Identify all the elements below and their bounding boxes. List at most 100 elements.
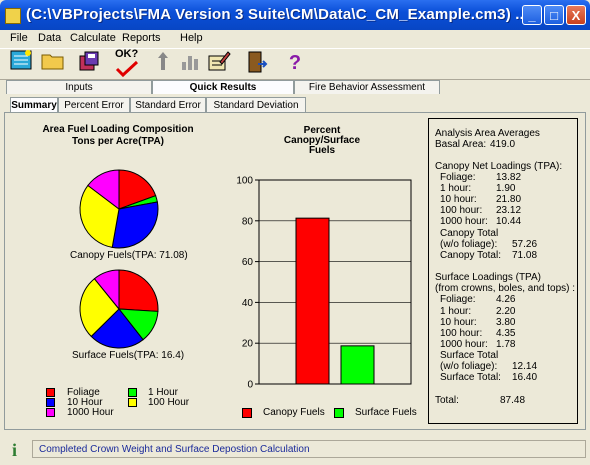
- canopy-1000hour-value: 10.44: [496, 216, 522, 227]
- bar-title-line2: Canopy/Surface: [283, 135, 361, 146]
- canopy-10hour-label: 10 hour:: [440, 194, 477, 205]
- canopy-total2-value: 71.08: [512, 250, 538, 261]
- canopy-1000hour-label: 1000 hour:: [440, 216, 488, 227]
- canopy-wo-foliage-label: (w/o foliage):: [440, 239, 498, 250]
- menu-bar: File Data Calculate Reports Help: [0, 30, 590, 48]
- ok-check-icon[interactable]: OK?: [114, 48, 140, 78]
- pie-title-line2: Tons per Acre(TPA): [71, 136, 165, 147]
- surface-100hour-value: 4.35: [496, 328, 516, 339]
- y-tick-label-60: 60: [242, 257, 254, 268]
- info-icon: i: [12, 440, 18, 460]
- legend-label-100-hour: 100 Hour: [148, 397, 190, 408]
- legend-label-10-hour: 10 Hour: [67, 397, 103, 408]
- help-question-icon[interactable]: ?: [288, 52, 302, 74]
- subtab-percent-error[interactable]: Percent Error: [58, 97, 130, 112]
- subtab-standard-error[interactable]: Standard Error: [130, 97, 206, 112]
- menu-calculate[interactable]: Calculate: [70, 32, 116, 44]
- surface-1000hour-value: 1.78: [496, 339, 516, 350]
- surface-wo-foliage-value: 12.14: [512, 361, 538, 372]
- surface-foliage-label: Foliage:: [440, 294, 476, 305]
- basal-area-value: 419.0: [490, 139, 516, 150]
- menu-data[interactable]: Data: [38, 32, 62, 44]
- surface-1hour-label: 1 hour:: [440, 306, 472, 317]
- ok-check-label: OK?: [115, 48, 139, 60]
- grand-total-value: 87.48: [500, 395, 526, 406]
- subtab-summary[interactable]: Summary: [10, 97, 58, 112]
- surface-loadings-heading2: (from crowns, boles, and tops) :: [435, 283, 576, 294]
- y-tick-label-20: 20: [242, 339, 254, 350]
- canopy-100hour-label: 100 hour:: [440, 205, 483, 216]
- canopy-pie-slice-10-hour: [111, 201, 159, 249]
- pie-title-line1: Area Fuel Loading Composition: [42, 124, 194, 135]
- bar-surface-fuels: [340, 345, 375, 385]
- surface-pie-slice-1000-hour: [93, 269, 120, 311]
- canopy-1hour-value: 1.90: [496, 183, 516, 194]
- surface-pie-slice-foliage: [118, 269, 159, 312]
- subtab-standard-deviation[interactable]: Standard Deviation: [206, 97, 306, 112]
- percent-bar-chart: 0 20 40 60 80 100: [236, 176, 412, 391]
- canopy-foliage-label: Foliage:: [440, 172, 476, 183]
- canopy-pie-slice-100-hour: [79, 184, 120, 248]
- legend-swatch-foliage: [46, 388, 55, 397]
- menu-file[interactable]: File: [10, 32, 28, 44]
- new-list-icon[interactable]: [8, 50, 34, 76]
- close-button[interactable]: X: [566, 5, 586, 25]
- chart-icon[interactable]: [178, 50, 204, 76]
- legend-label-1-hour: 1 Hour: [148, 387, 179, 398]
- toolbar: OK? ?: [0, 48, 590, 80]
- open-folder-icon[interactable]: [40, 50, 66, 76]
- legend-swatch-10-hour: [46, 398, 55, 407]
- canopy-1hour-label: 1 hour:: [440, 183, 472, 194]
- surface-loadings-heading1: Surface Loadings (TPA): [435, 272, 541, 283]
- legend-label-foliage: Foliage: [67, 387, 100, 398]
- title-bar: (C:\VBProjects\FMA Version 3 Suite\CM\Da…: [0, 0, 590, 30]
- bar-title-line3: Fuels: [308, 145, 336, 156]
- surface-foliage-value: 4.26: [496, 294, 516, 305]
- surface-wo-foliage-label: (w/o foliage):: [440, 361, 498, 372]
- maximize-button[interactable]: □: [544, 5, 564, 25]
- canopy-total-label: Canopy Total: [440, 228, 499, 239]
- canopy-100hour-value: 23.12: [496, 205, 522, 216]
- surface-pie-chart: [79, 269, 159, 349]
- tab-quick-results[interactable]: Quick Results: [152, 80, 294, 94]
- surface-total2-label: Surface Total:: [440, 372, 501, 383]
- menu-help[interactable]: Help: [180, 32, 203, 44]
- y-tick-label-40: 40: [242, 298, 254, 309]
- app-icon: [5, 8, 21, 24]
- surface-1hour-value: 2.20: [496, 306, 516, 317]
- surface-pie-caption: Surface Fuels(TPA: 16.4): [72, 350, 185, 361]
- y-tick-label-80: 80: [242, 216, 254, 227]
- canopy-pie-chart: [79, 169, 159, 249]
- legend-label-canopy-fuels: Canopy Fuels: [263, 407, 325, 418]
- surface-1000hour-label: 1000 hour:: [440, 339, 488, 350]
- legend-swatch-canopy-fuels: [242, 408, 252, 418]
- canopy-pie-caption: Canopy Fuels(TPA: 71.08): [70, 250, 188, 261]
- surface-pie-slice-10-hour: [90, 308, 144, 349]
- menu-reports[interactable]: Reports: [122, 32, 161, 44]
- surface-10hour-value: 3.80: [496, 317, 516, 328]
- tab-fire-behavior-assessment[interactable]: Fire Behavior Assessment: [294, 80, 440, 94]
- canopy-pie-slice-foliage: [118, 169, 157, 210]
- y-tick-label-0: 0: [247, 380, 253, 391]
- bar-plot-area: [258, 179, 412, 385]
- edit-report-icon[interactable]: [206, 50, 232, 76]
- exit-door-icon[interactable]: [244, 50, 270, 76]
- bar-title-line1: Percent: [303, 125, 341, 136]
- surface-total-label: Surface Total: [440, 350, 499, 361]
- surface-pie-slice-100-hour: [79, 278, 120, 338]
- sort-arrows-icon[interactable]: [150, 50, 176, 76]
- minimize-button[interactable]: _: [522, 5, 542, 25]
- legend-swatch-1-hour: [128, 388, 137, 397]
- canopy-loadings-heading: Canopy Net Loadings (TPA):: [435, 161, 563, 172]
- legend-label-1000-hour: 1000 Hour: [67, 407, 114, 418]
- surface-10hour-label: 10 hour:: [440, 317, 477, 328]
- canopy-10hour-value: 21.80: [496, 194, 522, 205]
- save-disk-icon[interactable]: [76, 50, 102, 76]
- canopy-pie-slice-1000-hour: [87, 169, 120, 211]
- legend-swatch-1000-hour: [46, 408, 55, 417]
- basal-area-label: Basal Area:: [435, 139, 487, 150]
- surface-total2-value: 16.40: [512, 372, 538, 383]
- tab-inputs[interactable]: Inputs: [6, 80, 152, 94]
- surface-100hour-label: 100 hour:: [440, 328, 483, 339]
- status-message: Completed Crown Weight and Surface Depos…: [32, 440, 586, 458]
